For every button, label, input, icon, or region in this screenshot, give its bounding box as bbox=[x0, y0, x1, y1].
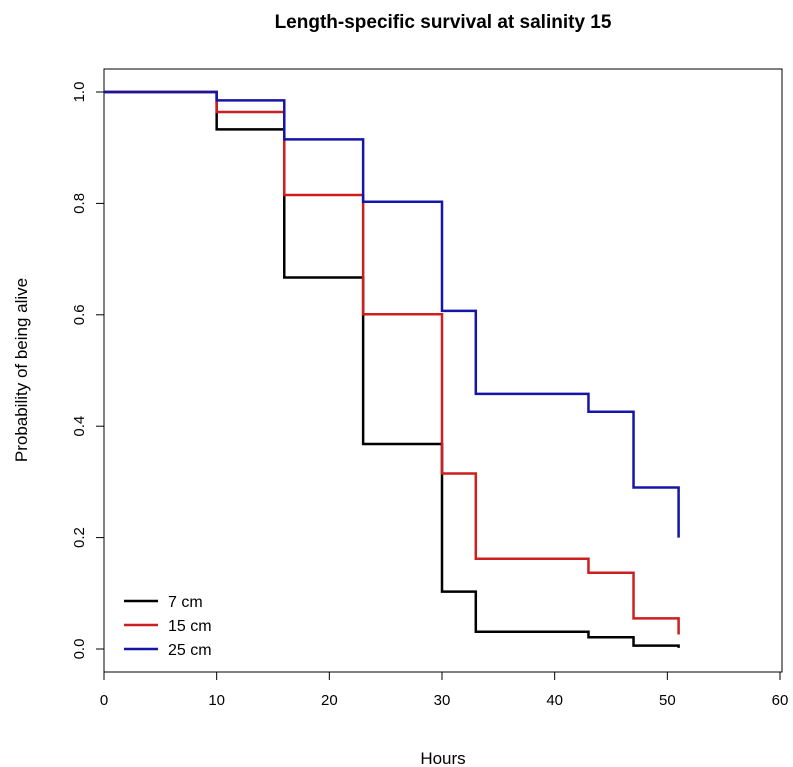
legend-label: 25 cm bbox=[168, 642, 212, 659]
x-axis: 0 10 20 30 40 50 60 bbox=[100, 672, 789, 709]
plot-frame bbox=[103, 68, 783, 673]
chart-title: Length-specific survival at salinity 15 bbox=[275, 12, 612, 33]
y-tick-label: 0.2 bbox=[71, 527, 88, 548]
series-line-7-cm bbox=[104, 90, 680, 648]
x-tick-label: 50 bbox=[659, 692, 676, 709]
x-axis-label: Hours bbox=[420, 749, 465, 767]
legend: 7 cm 15 cm 25 cm bbox=[124, 594, 212, 659]
y-axis-label: Probability of being alive bbox=[12, 278, 31, 462]
series-line-25-cm bbox=[104, 90, 680, 538]
x-tick-label: 10 bbox=[208, 692, 225, 709]
legend-label: 7 cm bbox=[168, 594, 203, 611]
x-tick-label: 60 bbox=[772, 692, 789, 709]
y-tick-label: 0.4 bbox=[71, 416, 88, 437]
x-tick-label: 20 bbox=[321, 692, 338, 709]
x-tick-label: 30 bbox=[434, 692, 451, 709]
y-tick-label: 0.6 bbox=[71, 304, 88, 325]
legend-label: 15 cm bbox=[168, 618, 212, 635]
series-layer bbox=[104, 90, 680, 648]
x-tick-label: 0 bbox=[100, 692, 108, 709]
y-axis: 0.0 0.2 0.4 0.6 0.8 1.0 bbox=[71, 82, 104, 660]
series-line-15-cm bbox=[104, 90, 680, 635]
y-tick-label: 1.0 bbox=[71, 82, 88, 103]
y-tick-label: 0.8 bbox=[71, 193, 88, 214]
y-tick-label: 0.0 bbox=[71, 639, 88, 660]
x-tick-label: 40 bbox=[546, 692, 563, 709]
